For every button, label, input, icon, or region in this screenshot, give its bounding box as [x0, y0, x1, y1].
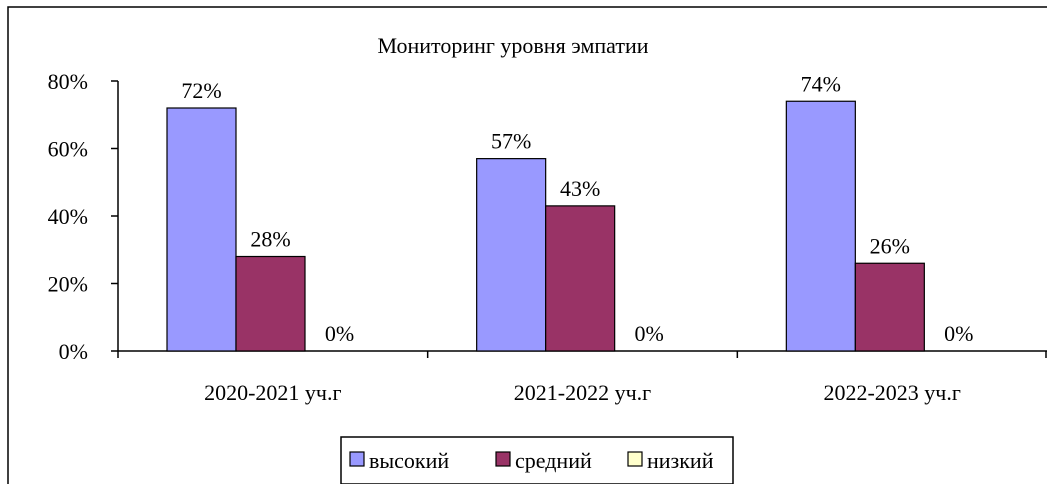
x-category-label: 2022-2023 уч.г	[823, 380, 960, 405]
legend-swatch-низкий	[627, 451, 643, 467]
y-tick-label: 20%	[48, 272, 88, 297]
bar-средний	[854, 262, 925, 352]
y-tick-label: 60%	[48, 137, 88, 162]
data-label: 26%	[870, 233, 910, 258]
legend-label-низкий: низкий	[647, 448, 714, 473]
data-label: 72%	[181, 78, 221, 103]
data-label: 0%	[944, 321, 973, 346]
legend-box	[340, 436, 734, 485]
bar-высокий	[476, 158, 547, 352]
chart-title: Мониторинг уровня эмпатии	[377, 33, 648, 58]
data-labels: 72% 28% 0% 57% 43% 0% 74% 26% 0%	[181, 71, 973, 346]
data-label: 0%	[325, 321, 354, 346]
bar-средний	[235, 255, 306, 352]
legend: высокий средний низкий	[340, 436, 734, 485]
data-label: 0%	[635, 321, 664, 346]
legend-label-высокий: высокий	[369, 448, 449, 473]
legend-label-средний: средний	[515, 448, 592, 473]
y-tick-label: 0%	[59, 339, 88, 364]
data-label: 43%	[560, 176, 600, 201]
y-tick-label: 40%	[48, 204, 88, 229]
x-category-label: 2020-2021 уч.г	[204, 380, 341, 405]
data-label: 28%	[250, 227, 290, 252]
bars	[166, 100, 925, 352]
bar-высокий	[166, 107, 237, 352]
y-tick-label: 80%	[48, 69, 88, 94]
data-label: 57%	[491, 129, 531, 154]
data-label: 74%	[801, 71, 841, 96]
x-category-label: 2021-2022 уч.г	[514, 380, 651, 405]
bar-высокий	[785, 100, 856, 352]
bar-средний	[545, 205, 616, 352]
legend-swatch-высокий	[349, 451, 365, 467]
legend-swatch-средний	[495, 451, 511, 467]
